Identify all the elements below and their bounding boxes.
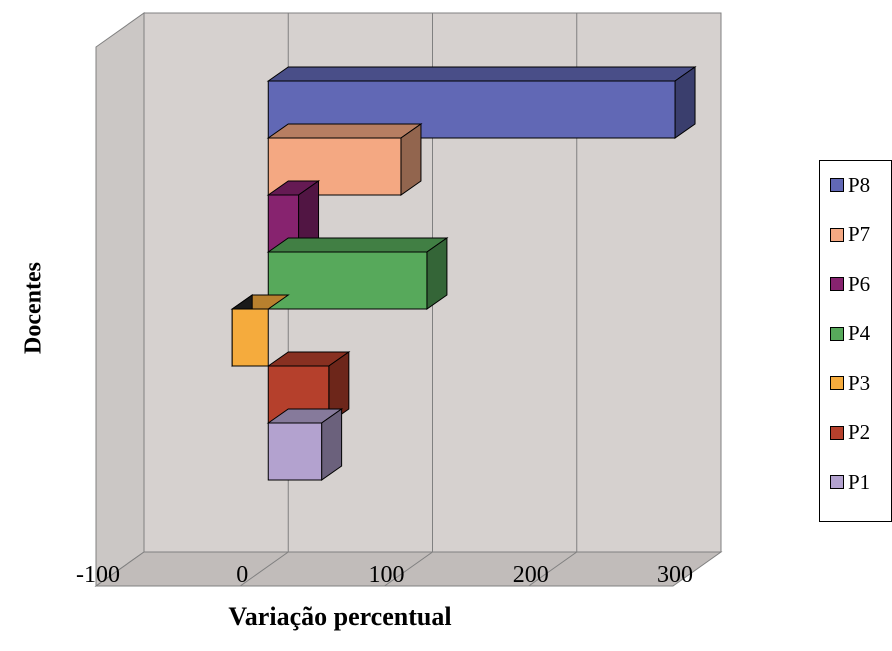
legend-item-p8: P8 (830, 173, 870, 197)
floor-gridline (384, 551, 433, 587)
bar-p1 (266, 408, 344, 481)
legend-item-p7: P7 (830, 223, 870, 247)
bar-p3 (230, 294, 290, 367)
bars-group (230, 66, 697, 481)
legend-label: P8 (848, 172, 871, 197)
bar-front-face (231, 308, 269, 367)
legend-swatch (830, 425, 844, 440)
legend-label: P2 (848, 420, 871, 444)
legend-item-p1: P1 (830, 470, 870, 494)
x-tick-label: -100 (76, 562, 120, 588)
x-tick-label: 0 (236, 562, 248, 588)
x-tick-label: 100 (369, 562, 405, 588)
legend-swatch (830, 277, 844, 291)
legend-swatch (830, 326, 844, 341)
x-tick-label: 200 (513, 562, 549, 588)
bar-top-face (266, 237, 449, 253)
legend-item-p2: P2 (830, 421, 870, 445)
legend-item-p6: P6 (830, 272, 870, 296)
bar-top-face (266, 66, 697, 82)
bar-front-face (267, 251, 428, 310)
x-tick-labels: -100 0 100 200 300 (76, 562, 693, 588)
legend-label: P4 (848, 321, 871, 345)
y-axis-label: Docentes (20, 262, 47, 354)
floor-gridline (528, 551, 578, 587)
x-axis-label: Variação percentual (228, 602, 452, 631)
legend-swatch (830, 178, 844, 192)
legend-item-p4: P4 (830, 322, 870, 346)
legend-swatch (830, 227, 844, 242)
x-tick-label: 300 (657, 562, 693, 588)
legend: P8 P7 P6 P4 P3 P2 P1 (819, 160, 892, 522)
bar-front-face (267, 422, 323, 481)
side-wall (95, 12, 145, 587)
legend-label: P7 (848, 222, 871, 246)
bar-p4 (266, 237, 449, 310)
legend-swatch (830, 475, 844, 489)
legend-label: P1 (848, 469, 871, 494)
bar-top-face (266, 123, 423, 139)
legend-item-p3: P3 (830, 371, 870, 395)
legend-swatch (830, 376, 844, 390)
floor-gridline (239, 551, 289, 587)
legend-label: P6 (848, 271, 871, 296)
legend-label: P3 (848, 370, 871, 395)
